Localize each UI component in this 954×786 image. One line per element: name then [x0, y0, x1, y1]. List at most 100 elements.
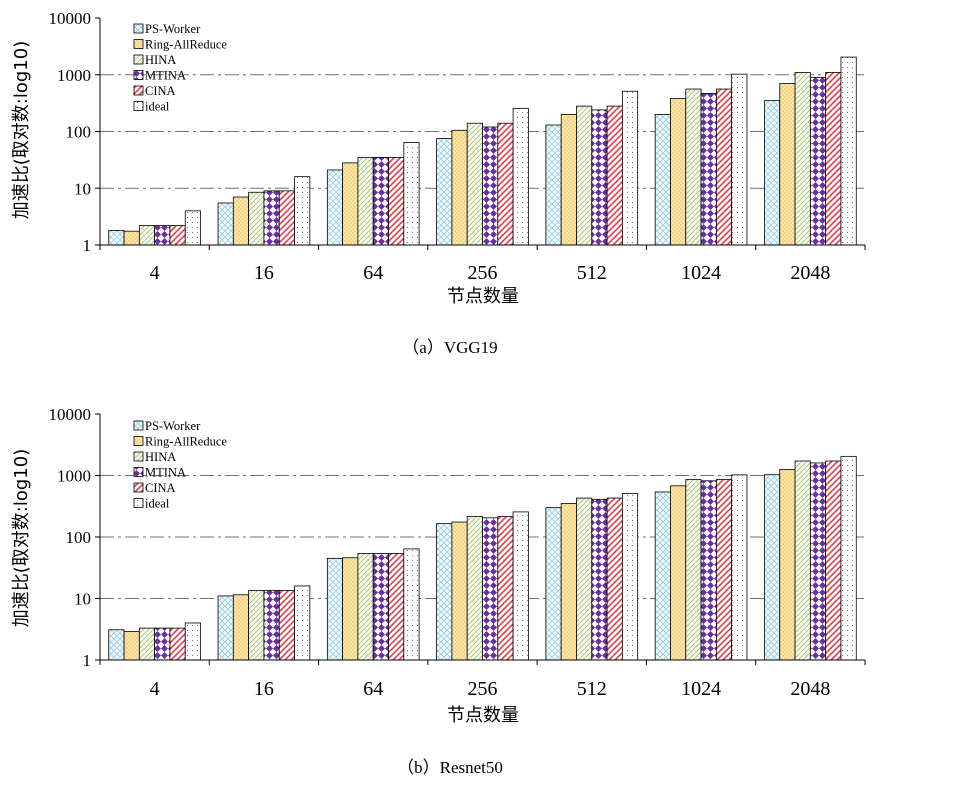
- legend-item-mtina: MTINA: [133, 466, 186, 480]
- bar-hina-4: [138, 627, 156, 661]
- bar-cina-64: [388, 156, 405, 246]
- bar-mtina-256: [482, 126, 499, 246]
- legend-label: ideal: [145, 100, 170, 114]
- bar-mtina-2048: [809, 76, 827, 246]
- bar-ideal-16: [294, 176, 311, 246]
- bar-ps-16: [217, 595, 234, 661]
- bar-ideal-2048: [840, 56, 857, 246]
- legend-label: Ring-AllReduce: [145, 435, 227, 449]
- legend-swatch: [133, 436, 144, 446]
- legend-swatch: [133, 420, 144, 431]
- x-tick-label: 256: [468, 678, 498, 700]
- legend-label: MTINA: [145, 69, 186, 83]
- bar-cina-256: [497, 516, 514, 661]
- bar-mtina-64: [372, 156, 389, 246]
- y-tick-label: 10: [74, 179, 91, 198]
- legend-item-ps: PS-Worker: [133, 22, 201, 36]
- bar-ring-256: [451, 129, 468, 246]
- bar-mtina-2048: [809, 462, 827, 661]
- legend-swatch: [133, 39, 144, 49]
- bar-hina-512: [576, 105, 593, 246]
- x-tick-label: 64: [363, 678, 383, 700]
- bar-mtina-1024: [700, 92, 717, 246]
- bar-cina-16: [278, 590, 295, 661]
- legend-swatch: [133, 451, 144, 462]
- legend-item-cina: CINA: [133, 481, 176, 495]
- bar-ideal-256: [512, 511, 529, 661]
- y-tick-label: 1: [83, 651, 92, 670]
- bar-ps-256: [436, 138, 453, 246]
- bar-ring-2048: [779, 83, 796, 246]
- bar-ring-512: [560, 114, 577, 246]
- bar-hina-16: [248, 590, 265, 661]
- bar-mtina-16: [263, 590, 280, 661]
- x-tick-label: 64: [363, 262, 383, 284]
- bar-ps-1024: [654, 114, 671, 246]
- bar-mtina-512: [591, 498, 608, 661]
- bar-cina-4: [169, 627, 186, 661]
- legend-item-ring: Ring-AllReduce: [133, 38, 227, 52]
- bar-hina-256: [466, 516, 483, 661]
- legend-item-cina: CINA: [133, 84, 176, 98]
- x-axis-label: 节点数量: [447, 705, 519, 726]
- bar-cina-512: [606, 497, 623, 661]
- bar-ps-2048: [764, 474, 781, 661]
- y-tick-label: 100: [66, 528, 92, 547]
- bar-ps-1024: [654, 491, 671, 661]
- bar-hina-512: [576, 497, 593, 661]
- legend-label: CINA: [145, 481, 176, 495]
- legend-item-mtina: MTINA: [133, 69, 186, 83]
- bar-cina-256: [497, 122, 514, 246]
- bar-ring-1024: [670, 485, 687, 661]
- bar-hina-64: [357, 156, 374, 246]
- bar-mtina-16: [263, 190, 280, 246]
- x-axis-label: 节点数量: [447, 286, 519, 307]
- bar-ps-64: [326, 557, 344, 661]
- caption-b: （b）Resnet50: [397, 758, 503, 777]
- legend-swatch: [133, 467, 144, 477]
- bar-ring-512: [560, 503, 577, 661]
- bar-ring-4: [123, 230, 140, 246]
- bar-ring-1024: [670, 98, 687, 246]
- bar-mtina-64: [372, 553, 389, 661]
- legend-swatch: [133, 482, 144, 493]
- y-tick-label: 1: [83, 236, 92, 255]
- bar-ideal-256: [512, 107, 529, 246]
- y-tick-label: 100: [66, 123, 92, 142]
- legend-label: ideal: [145, 497, 170, 511]
- legend-label: PS-Worker: [145, 419, 201, 433]
- bar-ideal-512: [621, 492, 639, 661]
- legend-item-hina: HINA: [133, 450, 176, 464]
- bar-hina-256: [466, 122, 483, 246]
- bar-cina-2048: [825, 72, 842, 246]
- legend-swatch: [133, 54, 144, 65]
- chart-panel-vgg19: 1 10 100 1000 10000 4 16 64 256 512 1024 2048 PS-Wo…: [11, 9, 866, 357]
- x-tick-label: 2048: [790, 678, 830, 700]
- bar-cina-16: [278, 190, 295, 246]
- y-tick-label: 10000: [49, 9, 92, 28]
- bar-cina-64: [388, 553, 405, 661]
- x-tick-label: 1024: [681, 262, 721, 284]
- chart-resnet50: 1 10 100 1000 10000 4 16 64 256 512 1024 2048 PS-Wo…: [11, 405, 866, 777]
- bar-mtina-4: [154, 225, 171, 246]
- bar-ideal-1024: [731, 73, 748, 246]
- legend-swatch: [133, 70, 144, 80]
- legend-item-ring: Ring-AllReduce: [133, 435, 227, 449]
- bar-hina-4: [138, 225, 156, 246]
- x-tick-label: 16: [254, 678, 274, 700]
- x-tick-label: 2048: [790, 262, 830, 284]
- chart-panel-resnet50: 1 10 100 1000 10000 4 16 64 256 512 1024 2048 PS-Wo…: [0, 393, 954, 786]
- bar-ideal-64: [403, 142, 420, 246]
- legend-label: MTINA: [145, 466, 186, 480]
- legend-item-hina: HINA: [133, 53, 176, 67]
- bar-ps-512: [545, 124, 562, 246]
- bar-hina-2048: [794, 72, 811, 246]
- legend-label: PS-Worker: [145, 22, 201, 36]
- bar-cina-1024: [715, 479, 733, 661]
- x-tick-label: 512: [577, 678, 607, 700]
- y-tick-label: 10000: [49, 405, 92, 424]
- caption-a: （a）VGG19: [402, 338, 497, 357]
- bar-ring-2048: [779, 469, 796, 661]
- y-tick-label: 10: [74, 590, 91, 609]
- bar-ideal-4: [184, 622, 201, 661]
